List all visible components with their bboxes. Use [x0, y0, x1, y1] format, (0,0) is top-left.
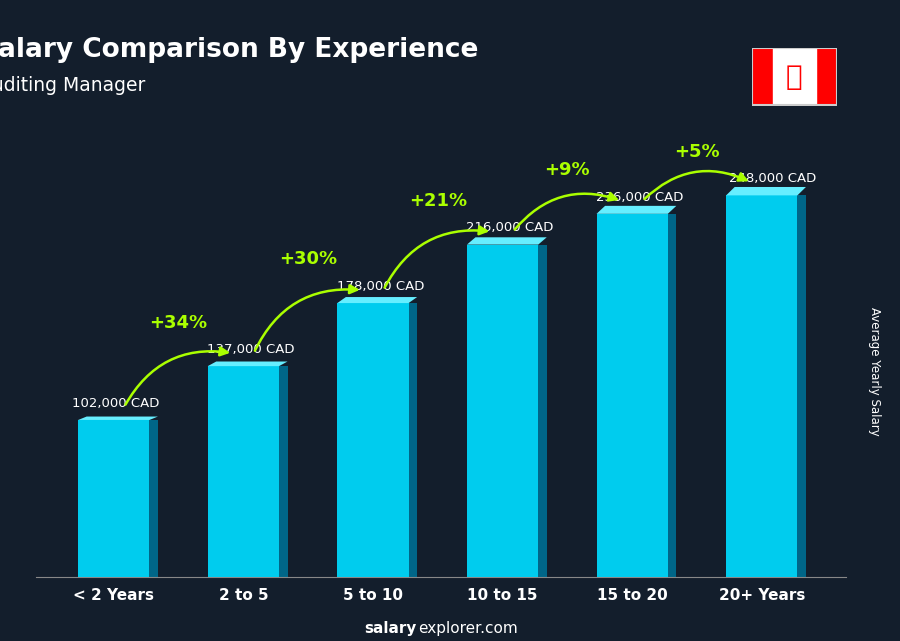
Polygon shape	[597, 206, 677, 214]
Text: 137,000 CAD: 137,000 CAD	[207, 343, 294, 356]
Bar	[149, 420, 158, 577]
Text: +21%: +21%	[409, 192, 467, 210]
Text: +30%: +30%	[279, 251, 338, 269]
Text: 🍁: 🍁	[786, 63, 803, 91]
Text: 248,000 CAD: 248,000 CAD	[729, 172, 816, 185]
Text: 236,000 CAD: 236,000 CAD	[596, 190, 683, 204]
Bar	[752, 48, 773, 106]
Text: +9%: +9%	[544, 162, 590, 179]
Polygon shape	[338, 297, 418, 303]
Bar	[279, 366, 288, 577]
Text: explorer.com: explorer.com	[418, 621, 518, 637]
Bar	[409, 303, 418, 577]
Text: +5%: +5%	[674, 143, 720, 161]
Text: 102,000 CAD: 102,000 CAD	[72, 397, 159, 410]
Bar	[726, 196, 797, 577]
Polygon shape	[208, 362, 288, 366]
Bar	[338, 303, 409, 577]
Text: Average Yearly Salary: Average Yearly Salary	[868, 308, 881, 436]
Text: 216,000 CAD: 216,000 CAD	[466, 221, 554, 235]
Bar	[668, 214, 677, 577]
Bar	[467, 245, 538, 577]
Bar	[815, 48, 837, 106]
Bar	[78, 420, 149, 577]
Text: Salary Comparison By Experience: Salary Comparison By Experience	[0, 37, 479, 63]
Bar	[773, 48, 815, 106]
Text: salary: salary	[364, 621, 417, 637]
Bar	[797, 196, 806, 577]
Polygon shape	[467, 237, 547, 245]
Text: 178,000 CAD: 178,000 CAD	[337, 280, 424, 293]
Bar	[597, 214, 668, 577]
Polygon shape	[78, 417, 158, 420]
Text: +34%: +34%	[149, 313, 208, 331]
Bar	[538, 245, 547, 577]
Bar	[208, 366, 279, 577]
Text: Auditing Manager: Auditing Manager	[0, 76, 146, 95]
Polygon shape	[726, 187, 806, 196]
